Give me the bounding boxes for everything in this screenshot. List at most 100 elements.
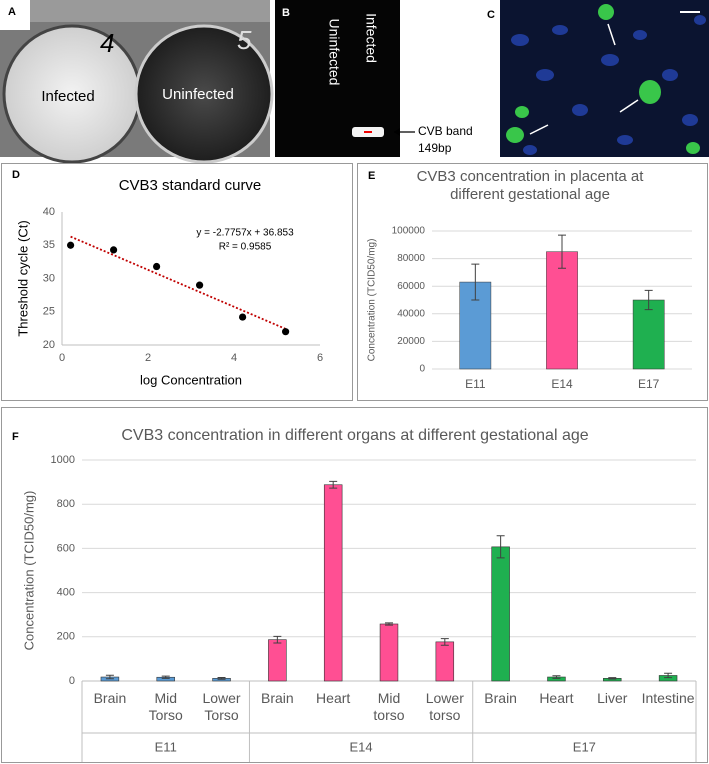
x-tick-label: Lower Torso <box>202 690 241 723</box>
point <box>239 313 247 321</box>
chart-title: CVB3 concentration in different organs a… <box>121 427 588 444</box>
y-tick-label: 20000 <box>397 336 425 347</box>
trendline <box>70 235 286 330</box>
lane-label: Infected <box>363 13 379 63</box>
arrow-head <box>394 128 400 136</box>
panel-border <box>357 163 708 401</box>
error-bar <box>105 674 114 680</box>
bar <box>491 546 510 682</box>
x-tick-label: 0 <box>59 352 65 364</box>
y-tick-label: 20 <box>43 339 55 351</box>
bar <box>268 639 287 682</box>
well-label: Infected <box>41 88 94 105</box>
y-tick-label: 200 <box>57 631 75 643</box>
y-tick-label: 400 <box>57 587 75 599</box>
point <box>67 241 75 249</box>
x-tick-label: Lower torso <box>425 690 464 723</box>
point <box>282 328 290 336</box>
panel-label: B <box>282 7 290 19</box>
point <box>110 246 118 254</box>
bar <box>546 251 578 370</box>
x-tick-label: Mid Torso <box>148 690 183 723</box>
x-tick-label: 6 <box>317 352 323 364</box>
arrows <box>529 11 700 135</box>
infected-cells <box>506 4 700 154</box>
error-bar <box>644 289 653 311</box>
error-bar <box>496 535 505 559</box>
point <box>196 281 204 289</box>
chart-title: CVB3 concentration in placenta at differ… <box>416 168 644 203</box>
error-bar <box>471 263 480 301</box>
well-label: Uninfected <box>162 86 234 103</box>
panel-label: A <box>8 6 16 18</box>
x-tick-label: E17 <box>638 377 660 391</box>
y-tick-label: 100000 <box>392 226 426 237</box>
equation: y = -2.7757x + 36.853 <box>196 228 294 239</box>
bar <box>435 641 455 682</box>
y-tick-label: 800 <box>57 498 75 510</box>
y-tick-label: 60000 <box>397 281 425 292</box>
panel-label: F <box>12 431 19 443</box>
group-label: E11 <box>155 739 177 754</box>
x-tick-label: Heart <box>316 690 351 706</box>
error-bar <box>608 677 617 680</box>
error-bar <box>664 672 673 679</box>
panel-border <box>1 163 353 401</box>
band-label: CVB band <box>418 124 473 138</box>
band-mark <box>364 131 372 133</box>
group-label: E14 <box>350 739 373 754</box>
x-tick-label: Mid torso <box>373 690 405 723</box>
y-tick-label: 30 <box>43 272 55 284</box>
bar <box>632 299 665 370</box>
x-tick-label: Brain <box>93 690 127 706</box>
x-tick-label: 4 <box>231 352 237 364</box>
y-tick-label: 25 <box>43 306 55 318</box>
x-tick-label: Liver <box>597 690 628 706</box>
y-tick-label: 1000 <box>51 454 75 466</box>
bar <box>323 484 343 682</box>
panel-border <box>1 407 708 763</box>
group-label: E17 <box>573 739 596 754</box>
x-tick-label: E14 <box>551 377 573 391</box>
error-bar <box>552 675 561 679</box>
x-axis-label: log Concentration <box>140 372 242 387</box>
y-tick-label: 40 <box>43 206 55 218</box>
x-tick-label: Intestine <box>641 690 695 706</box>
error-bar <box>161 675 170 679</box>
point <box>153 262 161 271</box>
y-tick-label: 80000 <box>397 253 425 264</box>
y-axis-label: Concentration (TCID50/mg) <box>367 239 378 362</box>
y-tick-label: 600 <box>57 542 75 554</box>
r-squared: R² = 0.9585 <box>219 242 272 253</box>
label-box <box>0 0 30 30</box>
error-bar <box>440 638 449 646</box>
panel-label: E <box>368 170 375 182</box>
handwriting: 4 <box>100 28 114 58</box>
x-tick-label: 2 <box>145 352 151 364</box>
y-tick-label: 40000 <box>397 308 425 319</box>
handwriting: 5 <box>237 25 252 55</box>
chart-title: CVB3 standard curve <box>119 177 262 194</box>
error-bar <box>329 480 338 489</box>
panel-label: C <box>487 9 495 21</box>
error-bar <box>273 635 282 644</box>
error-bar <box>217 676 226 680</box>
x-tick-label: Brain <box>484 690 517 706</box>
well <box>134 24 274 164</box>
x-tick-label: E11 <box>465 377 486 391</box>
y-tick-label: 0 <box>69 675 75 687</box>
y-tick-label: 35 <box>43 239 55 251</box>
bar <box>379 623 399 682</box>
panel-label: D <box>12 169 20 181</box>
error-bar <box>558 234 566 269</box>
y-tick-label: 0 <box>419 364 425 375</box>
nuclei <box>511 15 706 155</box>
band-label: 149bp <box>418 141 452 155</box>
y-axis-label: Threshold cycle (Ct) <box>15 220 30 336</box>
plate-rim <box>0 0 270 22</box>
x-tick-label: Brain <box>261 690 294 706</box>
y-axis-label: Concentration (TCID50/mg) <box>21 491 36 651</box>
error-bar <box>385 622 393 626</box>
